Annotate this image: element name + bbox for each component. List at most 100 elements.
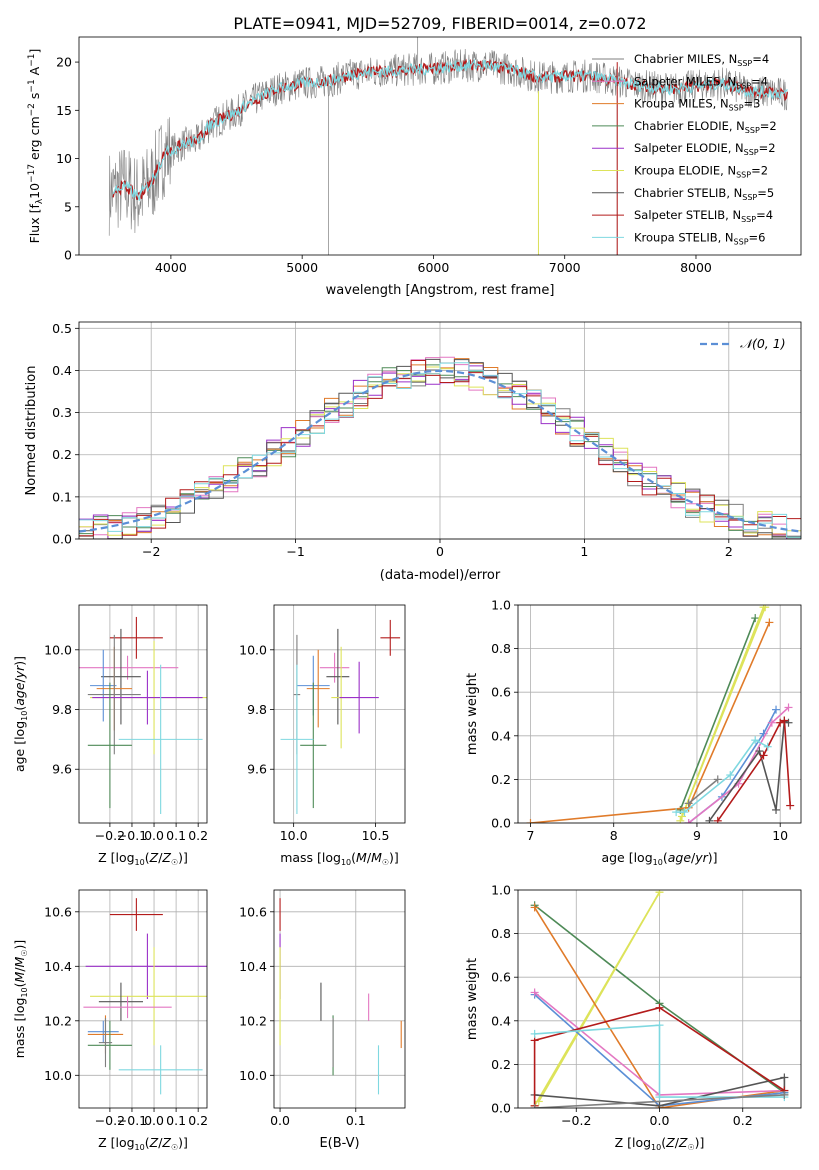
panel-z_vs_weight: −0.2 0.0 0.2 0.0 0.2 0.4 0.6 0.8 1.0 Z [log10(Z/Z…	[465, 883, 802, 1152]
legend-label: Kroupa STELIB, NSSP=6	[634, 230, 765, 246]
x-tick-label: −0.2	[95, 828, 125, 843]
axes-frame	[273, 604, 406, 824]
x-axis-label: wavelength [Angstrom, rest frame]	[326, 283, 555, 298]
weight-line-kroupa_stelib	[534, 1024, 785, 1098]
legend-label: Salpeter MILES, NSSP=4	[634, 74, 768, 90]
y-tick-label: 0.0	[491, 1101, 511, 1116]
x-tick-label: 7	[527, 828, 535, 843]
y-tick-label: 10.2	[44, 1013, 72, 1028]
x-tick-label: 0.0	[270, 1113, 290, 1128]
x-axis-label: E(B-V)	[319, 1136, 359, 1151]
x-axis-label: mass [log10(M/M☉)]	[280, 850, 399, 867]
y-tick-label: 0.2	[491, 1057, 511, 1072]
panel-residuals: −2 −1 0 1 2 0.0 0.1 0.2 0.3 0.4 0.5 (data-model)/er…	[24, 321, 802, 583]
y-tick-label: 9.8	[247, 702, 267, 717]
x-tick-label: 0.1	[166, 828, 186, 843]
y-tick-label: 0.6	[491, 685, 511, 700]
x-tick-label: 0.0	[144, 828, 164, 843]
x-tick-label: 6000	[418, 260, 450, 275]
x-tick-label: 0.2	[188, 1113, 208, 1128]
y-tick-label: 0	[64, 248, 72, 263]
x-tick-label: 0	[436, 544, 444, 559]
y-tick-label: 0.1	[52, 489, 72, 504]
legend-label: Kroupa ELODIE, NSSP=2	[634, 164, 768, 180]
weight-line-salpeter_miles	[688, 706, 790, 823]
histogram-kroupa_stelib	[79, 362, 801, 538]
y-tick-label: 5	[64, 199, 72, 214]
y-axis-label: mass [log10(M/M☉)]	[12, 940, 29, 1059]
y-tick-label: 9.6	[247, 762, 267, 777]
legend-label: Chabrier STELIB, NSSP=5	[634, 186, 774, 202]
y-axis-label: Normed distribution	[24, 366, 39, 496]
y-tick-label: 0.0	[52, 532, 72, 547]
y-tick-label: 10	[56, 151, 72, 166]
x-tick-label: 1	[580, 544, 588, 559]
y-tick-label: 10.0	[44, 1068, 72, 1083]
weight-line-chabrier_stelib	[534, 1076, 786, 1107]
legend-label: 𝒩(0, 1)	[740, 336, 786, 351]
x-tick-label: −1	[286, 544, 304, 559]
x-tick-label: 7000	[549, 260, 581, 275]
panel-age_vs_weight: 7 8 9 10 0.0 0.2 0.4 0.6 0.8 1.0 age [log10(age/yr…	[465, 598, 802, 867]
x-tick-label: 9	[693, 828, 701, 843]
x-tick-label: −0.1	[117, 1113, 147, 1128]
axes-frame	[78, 604, 208, 824]
x-tick-label: 10.5	[362, 828, 390, 843]
plot-area	[83, 898, 207, 1095]
legend-label: Kroupa MILES, NSSP=3	[634, 97, 760, 113]
weight-line-kroupa_elodie	[681, 606, 766, 817]
y-tick-label: 0.4	[52, 363, 72, 378]
y-tick-label: 0.8	[491, 926, 511, 941]
y-tick-label: 0.4	[491, 1013, 511, 1028]
weight-line-chabrier_miles	[688, 778, 719, 805]
model-spectrum-kroupa_stelib	[112, 58, 788, 201]
axes-frame	[78, 321, 802, 540]
plot-area	[526, 605, 795, 823]
y-tick-label: 9.6	[52, 762, 72, 777]
y-tick-label: 20	[56, 55, 72, 70]
x-tick-label: 5000	[286, 260, 318, 275]
x-tick-label: −0.1	[117, 828, 147, 843]
x-tick-label: 10	[772, 828, 788, 843]
y-tick-label: 1.0	[491, 598, 511, 613]
plot-area	[108, 37, 788, 255]
panel-ebv_vs_mass: 0.0 0.1 10.0 10.2 10.4 10.6 E(B-V)	[239, 889, 406, 1151]
y-tick-label: 0.6	[491, 970, 511, 985]
x-axis-label: age [log10(age/yr)]	[601, 850, 717, 867]
y-axis-label: age [log10(age/yr)]	[12, 656, 29, 772]
histogram-salpeter_stelib	[79, 360, 801, 537]
axes-frame	[78, 889, 208, 1109]
axes-frame	[273, 889, 406, 1109]
x-tick-label: 0.0	[650, 1113, 670, 1128]
x-tick-label: 8	[610, 828, 618, 843]
y-tick-label: 0.0	[491, 816, 511, 831]
y-tick-label: 0.2	[491, 772, 511, 787]
weight-line-kroupa_elodie	[538, 891, 661, 1102]
plot-area	[280, 619, 401, 815]
x-tick-label: −0.2	[95, 1113, 125, 1128]
y-tick-label: 10.2	[239, 1013, 267, 1028]
x-axis-label: Z [log10(Z/Z☉)]	[98, 850, 188, 867]
legend-label: Chabrier ELODIE, NSSP=2	[634, 119, 777, 135]
x-tick-label: 0.1	[166, 1113, 186, 1128]
y-tick-label: 15	[56, 103, 72, 118]
weight-line-kroupa_stelib	[676, 739, 769, 813]
y-axis-label: mass weight	[465, 673, 480, 755]
x-tick-label: 8000	[680, 260, 712, 275]
x-tick-label: 0.0	[144, 1113, 164, 1128]
x-tick-label: 0.1	[346, 1113, 366, 1128]
weight-line-chabrier_miles	[534, 1094, 785, 1108]
y-tick-label: 0.3	[52, 405, 72, 420]
histogram-salpeter_miles	[79, 356, 801, 539]
y-axis-label: mass weight	[465, 958, 480, 1040]
y-tick-label: 9.8	[52, 702, 72, 717]
weight-line-salpeter_stelib	[533, 1006, 785, 1106]
y-tick-label: 10.4	[44, 959, 72, 974]
x-tick-label: 10.0	[280, 828, 308, 843]
weight-line-chabrier_elodie	[679, 617, 756, 811]
figure-title: PLATE=0941, MJD=52709, FIBERID=0014, z=0…	[233, 14, 646, 33]
legend-label: Salpeter ELODIE, NSSP=2	[634, 141, 776, 157]
y-tick-label: 10.4	[239, 959, 267, 974]
